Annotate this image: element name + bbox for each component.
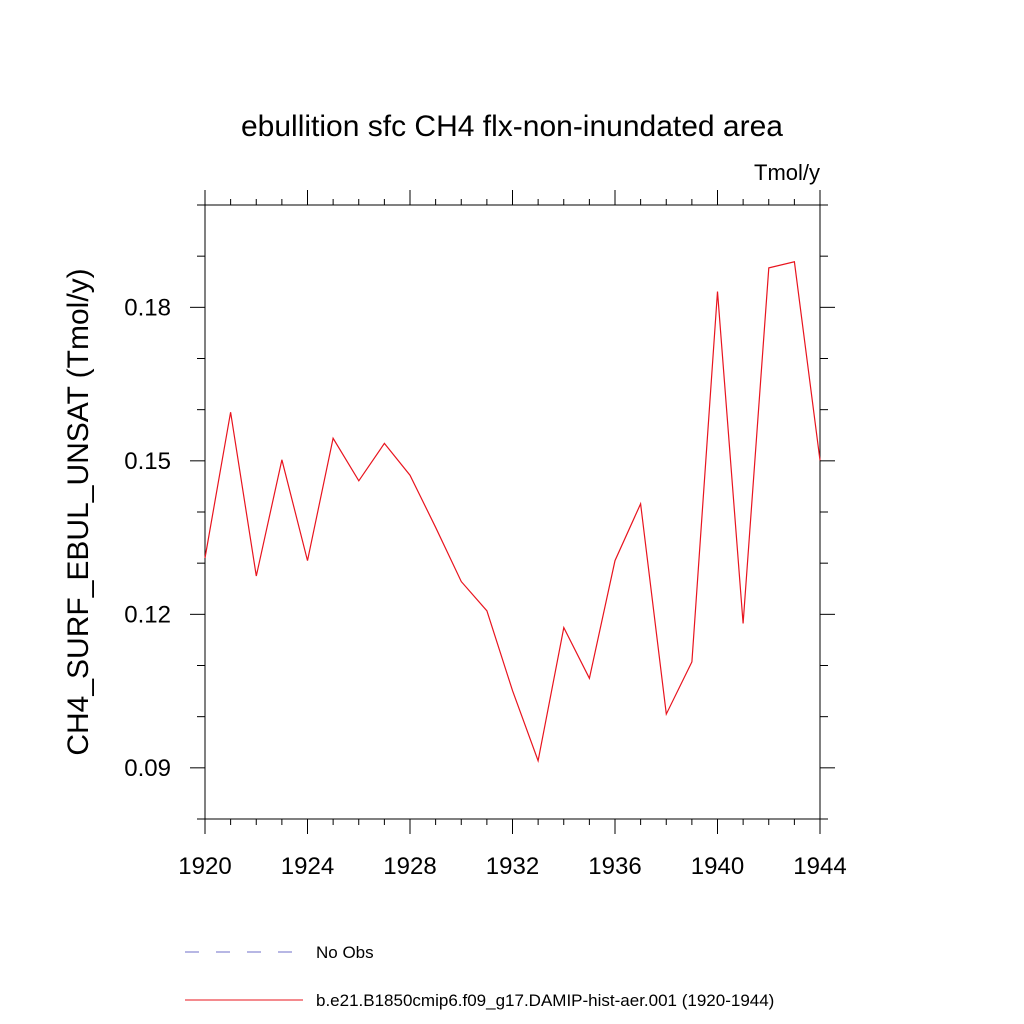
y-tick-label: 0.15 <box>124 448 171 475</box>
series-line <box>204 261 821 763</box>
x-tick-label: 1928 <box>383 853 436 880</box>
x-tick-label: 1944 <box>793 853 846 880</box>
y-axis-label: CH4_SURF_EBUL_UNSAT (Tmol/y) <box>62 268 95 755</box>
x-tick-label: 1940 <box>691 853 744 880</box>
axes: 1920 1924 1928 1932 1936 1940 1944 0.09 0.12 0.15… <box>124 190 847 880</box>
legend-label: b.e21.B1850cmip6.f09_g17.DAMIP-hist-aer.… <box>316 991 774 1010</box>
plot-frame <box>204 204 821 820</box>
x-tick-label: 1924 <box>281 853 334 880</box>
y-tick-label: 0.09 <box>124 755 171 782</box>
series-group <box>204 261 821 763</box>
y-tick-label: 0.12 <box>124 601 171 628</box>
x-tick-label: 1920 <box>178 853 231 880</box>
y-tick-label: 0.18 <box>124 294 171 321</box>
x-tick-label: 1936 <box>588 853 641 880</box>
units-label: Tmol/y <box>754 160 820 185</box>
x-tick-label: 1932 <box>486 853 539 880</box>
legend-label: No Obs <box>316 943 374 962</box>
legend: No Obs b.e21.B1850cmip6.f09_g17.DAMIP-his… <box>185 943 774 1010</box>
chart-title: ebullition sfc CH4 flx-non-inundated are… <box>241 110 783 143</box>
